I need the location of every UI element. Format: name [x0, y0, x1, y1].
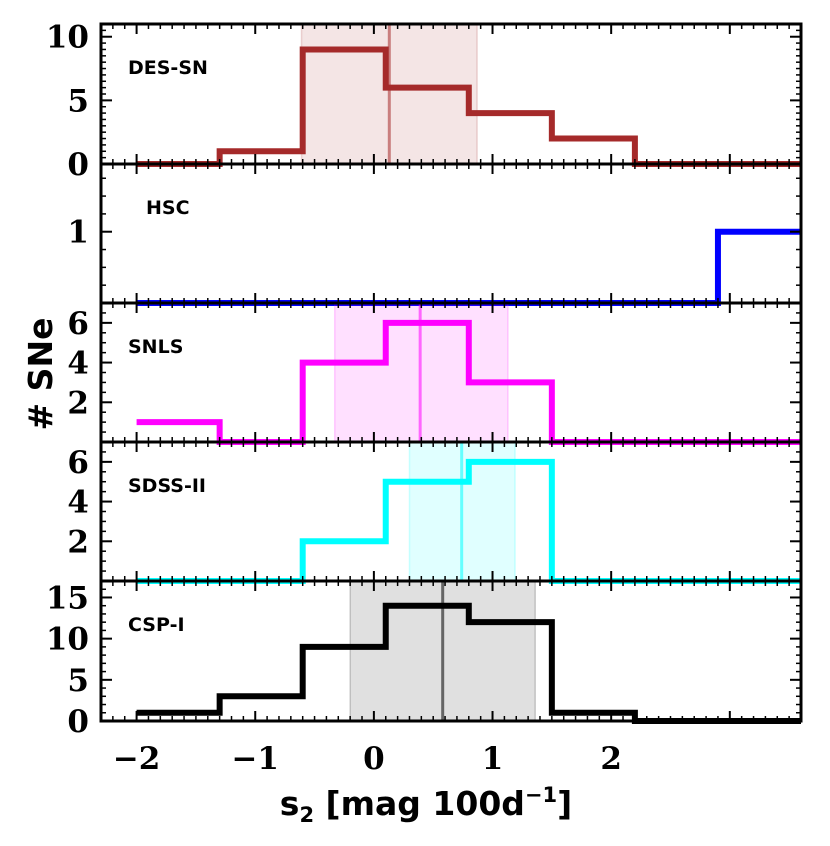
x-axis-title: s2 [mag 100d−1]: [280, 783, 572, 827]
y-tick-label-des-sn: 0: [67, 147, 89, 183]
histogram-steps-des-sn: [136, 46, 801, 167]
panel-frame-csp-i: [99, 579, 803, 723]
histogram-steps-hsc: [136, 228, 801, 306]
y-tick-label-sdss-ii: 4: [67, 485, 89, 521]
y-tick-label-csp-i: 10: [46, 622, 89, 658]
panel-label-sdss-ii: SDSS-II: [128, 475, 206, 497]
y-tick-label-csp-i: 15: [46, 580, 89, 616]
x-tick-label: −1: [231, 741, 279, 777]
x-tick-labels: −2 −1 0 1 2: [113, 741, 622, 777]
panel-label-des-sn: DES-SN: [128, 57, 208, 79]
y-tick-label-snls: 2: [67, 385, 89, 421]
x-axis-title-close: ]: [557, 784, 572, 823]
y-tick-label-des-sn: 5: [67, 83, 89, 119]
x-tick-label: 0: [363, 741, 385, 777]
x-tick-label: 2: [600, 741, 622, 777]
panel-snls: 24 6 SNLS: [67, 301, 803, 445]
x-axis-title-main: s: [280, 784, 300, 823]
y-tick-label-csp-i: 0: [67, 704, 89, 740]
y-tick-label-hsc: 1: [67, 215, 89, 251]
panel-csp-i: 0 5 10 15 CSP-I: [46, 579, 803, 740]
x-axis-title-superscript: −1: [525, 783, 557, 807]
panel-label-csp-i: CSP-I: [128, 614, 185, 636]
panel-sdss-ii: 24 6 SDSS-II: [67, 440, 803, 584]
y-tick-label-sdss-ii: 2: [67, 524, 89, 560]
x-axis-title-unit: [mag 100d: [314, 784, 525, 823]
y-tick-label-snls: 6: [67, 306, 89, 342]
y-axis-title: # SNe: [21, 318, 60, 431]
x-tick-label: 1: [482, 741, 504, 777]
x-tick-label: −2: [113, 741, 161, 777]
y-tick-label-des-sn: 10: [46, 20, 89, 56]
panels-group: 0510DES-SN1HSC246SNLS246SDSS-II051015CSP…: [46, 20, 803, 740]
y-tick-label-csp-i: 5: [67, 663, 89, 699]
panel-des-sn: 0 5 10 DES-SN: [46, 20, 803, 183]
y-tick-label-sdss-ii: 6: [67, 445, 89, 481]
panel-frame-hsc: [99, 162, 803, 305]
y-tick-label-snls: 4: [67, 346, 89, 382]
x-axis-title-subscript: 2: [299, 803, 314, 827]
panel-label-hsc: HSC: [146, 197, 190, 219]
panel-hsc: 1 HSC: [67, 162, 803, 306]
panel-label-snls: SNLS: [128, 336, 183, 358]
